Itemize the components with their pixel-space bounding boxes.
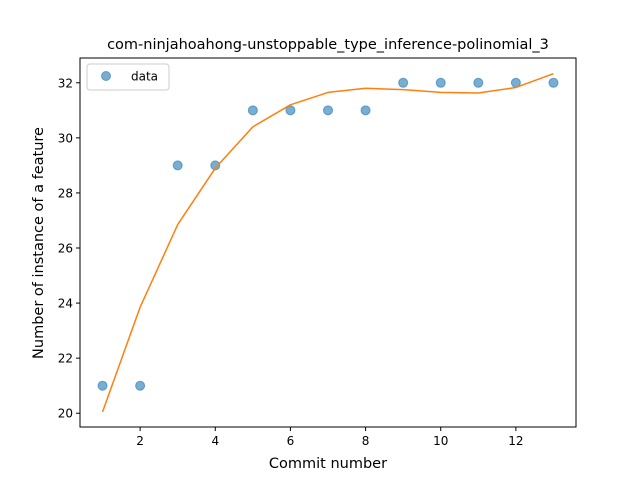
y-tick-label: 24 — [58, 297, 73, 311]
chart-title: com-ninjahoahong-unstoppable_type_infere… — [107, 37, 549, 53]
data-point — [360, 105, 371, 116]
data-point — [135, 380, 146, 391]
x-axis-label: Commit number — [269, 456, 387, 472]
legend-marker-data — [101, 71, 111, 81]
x-tick-label: 10 — [433, 434, 448, 448]
data-point — [473, 77, 484, 88]
y-tick-label: 22 — [58, 352, 73, 366]
y-tick-label: 28 — [58, 186, 73, 200]
legend: data — [86, 63, 170, 91]
x-tick-label: 8 — [362, 434, 370, 448]
data-point — [398, 77, 409, 88]
data-point — [247, 105, 258, 116]
y-axis-label: Number of instance of a feature — [31, 127, 47, 359]
data-point — [172, 160, 183, 171]
x-tick-label: 4 — [211, 434, 219, 448]
x-tick-label: 6 — [287, 434, 295, 448]
data-point — [97, 380, 108, 391]
legend-frame — [86, 63, 170, 91]
fit-line — [101, 72, 554, 413]
y-tick-label: 20 — [58, 407, 73, 421]
y-tick-label: 32 — [58, 76, 73, 90]
data-point — [210, 160, 221, 171]
axes-frame — [79, 57, 577, 428]
data-point — [323, 105, 333, 116]
y-tick-label: 26 — [58, 242, 73, 256]
data-point — [435, 77, 446, 88]
y-tick-label: 30 — [58, 131, 73, 145]
x-tick-label: 2 — [136, 434, 144, 448]
legend-label-data: data — [131, 70, 158, 84]
x-tick-label: 12 — [508, 434, 523, 448]
data-point — [548, 77, 559, 88]
data-point — [285, 105, 296, 116]
